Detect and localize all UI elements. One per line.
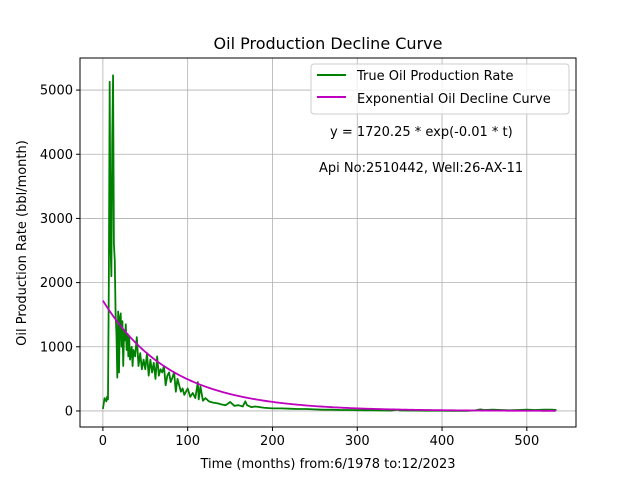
grid bbox=[80, 58, 576, 427]
x-axis-label: Time (months) from:6/1978 to:12/2023 bbox=[199, 457, 455, 472]
y-tick-label: 1000 bbox=[40, 340, 73, 355]
y-axis: 0 1000 2000 3000 4000 5000 bbox=[40, 84, 80, 419]
y-tick-label: 5000 bbox=[40, 84, 73, 99]
x-tick-label: 500 bbox=[514, 434, 539, 449]
legend-box bbox=[310, 63, 570, 115]
y-tick-label: 0 bbox=[65, 404, 73, 419]
legend: True Oil Production Rate Exponential Oil… bbox=[310, 63, 570, 115]
x-tick-label: 400 bbox=[430, 434, 455, 449]
x-tick-label: 300 bbox=[345, 434, 370, 449]
y-axis-label: Oil Production Rate (bbl/month) bbox=[15, 140, 30, 346]
y-tick-label: 4000 bbox=[40, 148, 73, 163]
plot-area bbox=[102, 74, 557, 412]
well-id-annotation: Api No:2510442, Well:26-AX-11 bbox=[319, 161, 523, 176]
legend-label-true-rate: True Oil Production Rate bbox=[356, 69, 513, 84]
equation-annotation: y = 1720.25 * exp(-0.01 * t) bbox=[330, 125, 513, 140]
legend-label-decline-curve: Exponential Oil Decline Curve bbox=[357, 92, 551, 107]
axes-frame bbox=[79, 57, 577, 428]
x-tick-label: 0 bbox=[99, 434, 107, 449]
x-tick-label: 200 bbox=[260, 434, 285, 449]
x-axis: 0 100 200 300 400 500 bbox=[99, 427, 539, 449]
y-tick-label: 3000 bbox=[40, 212, 73, 227]
chart-title: Oil Production Decline Curve bbox=[214, 34, 443, 53]
series-line-decline-curve bbox=[102, 300, 556, 412]
y-tick-label: 2000 bbox=[40, 276, 73, 291]
x-tick-label: 100 bbox=[175, 434, 200, 449]
